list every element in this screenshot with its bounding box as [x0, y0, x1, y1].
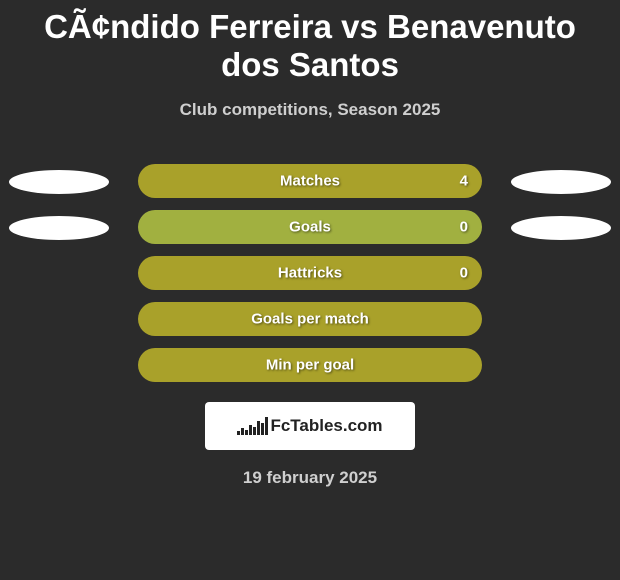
stat-value: 0	[460, 264, 468, 281]
logo-bar-icon	[265, 417, 268, 435]
stat-label: Goals per match	[251, 310, 369, 327]
comparison-card: CÃ¢ndido Ferreira vs Benavenuto dos Sant…	[0, 0, 620, 580]
logo-bar-icon	[261, 423, 264, 435]
left-ellipse	[9, 170, 109, 194]
stat-row: Matches 4	[0, 164, 620, 200]
stat-bar: Goals per match	[138, 302, 482, 336]
stat-row: Goals per match	[0, 302, 620, 338]
page-title: CÃ¢ndido Ferreira vs Benavenuto dos Sant…	[0, 0, 620, 84]
stats-area: Matches 4 Goals 0 Hattricks 0 Goals per match M…	[0, 164, 620, 384]
stat-label: Goals	[289, 218, 331, 235]
stat-label: Hattricks	[278, 264, 342, 281]
logo-inner: FcTables.com	[237, 416, 382, 436]
stat-label: Matches	[280, 172, 340, 189]
subtitle: Club competitions, Season 2025	[0, 100, 620, 120]
logo-text: FcTables.com	[270, 416, 382, 436]
right-ellipse	[511, 170, 611, 194]
stat-row: Goals 0	[0, 210, 620, 246]
stat-label: Min per goal	[266, 356, 354, 373]
logo-bar-icon	[249, 425, 252, 435]
stat-row: Min per goal	[0, 348, 620, 384]
stat-bar: Hattricks 0	[138, 256, 482, 290]
stat-row: Hattricks 0	[0, 256, 620, 292]
stat-value: 4	[460, 172, 468, 189]
left-ellipse	[9, 216, 109, 240]
logo-bar-icon	[253, 427, 256, 435]
logo-bar-icon	[241, 428, 244, 435]
stat-value: 0	[460, 218, 468, 235]
stat-bar: Min per goal	[138, 348, 482, 382]
logo-bar-icon	[257, 421, 260, 435]
right-ellipse	[511, 216, 611, 240]
stat-bar: Goals 0	[138, 210, 482, 244]
logo-bar-icon	[237, 431, 240, 435]
stat-bar: Matches 4	[138, 164, 482, 198]
date-label: 19 february 2025	[0, 468, 620, 488]
logo-chart-icon	[237, 417, 268, 435]
logo-bar-icon	[245, 430, 248, 435]
logo-badge: FcTables.com	[205, 402, 415, 450]
